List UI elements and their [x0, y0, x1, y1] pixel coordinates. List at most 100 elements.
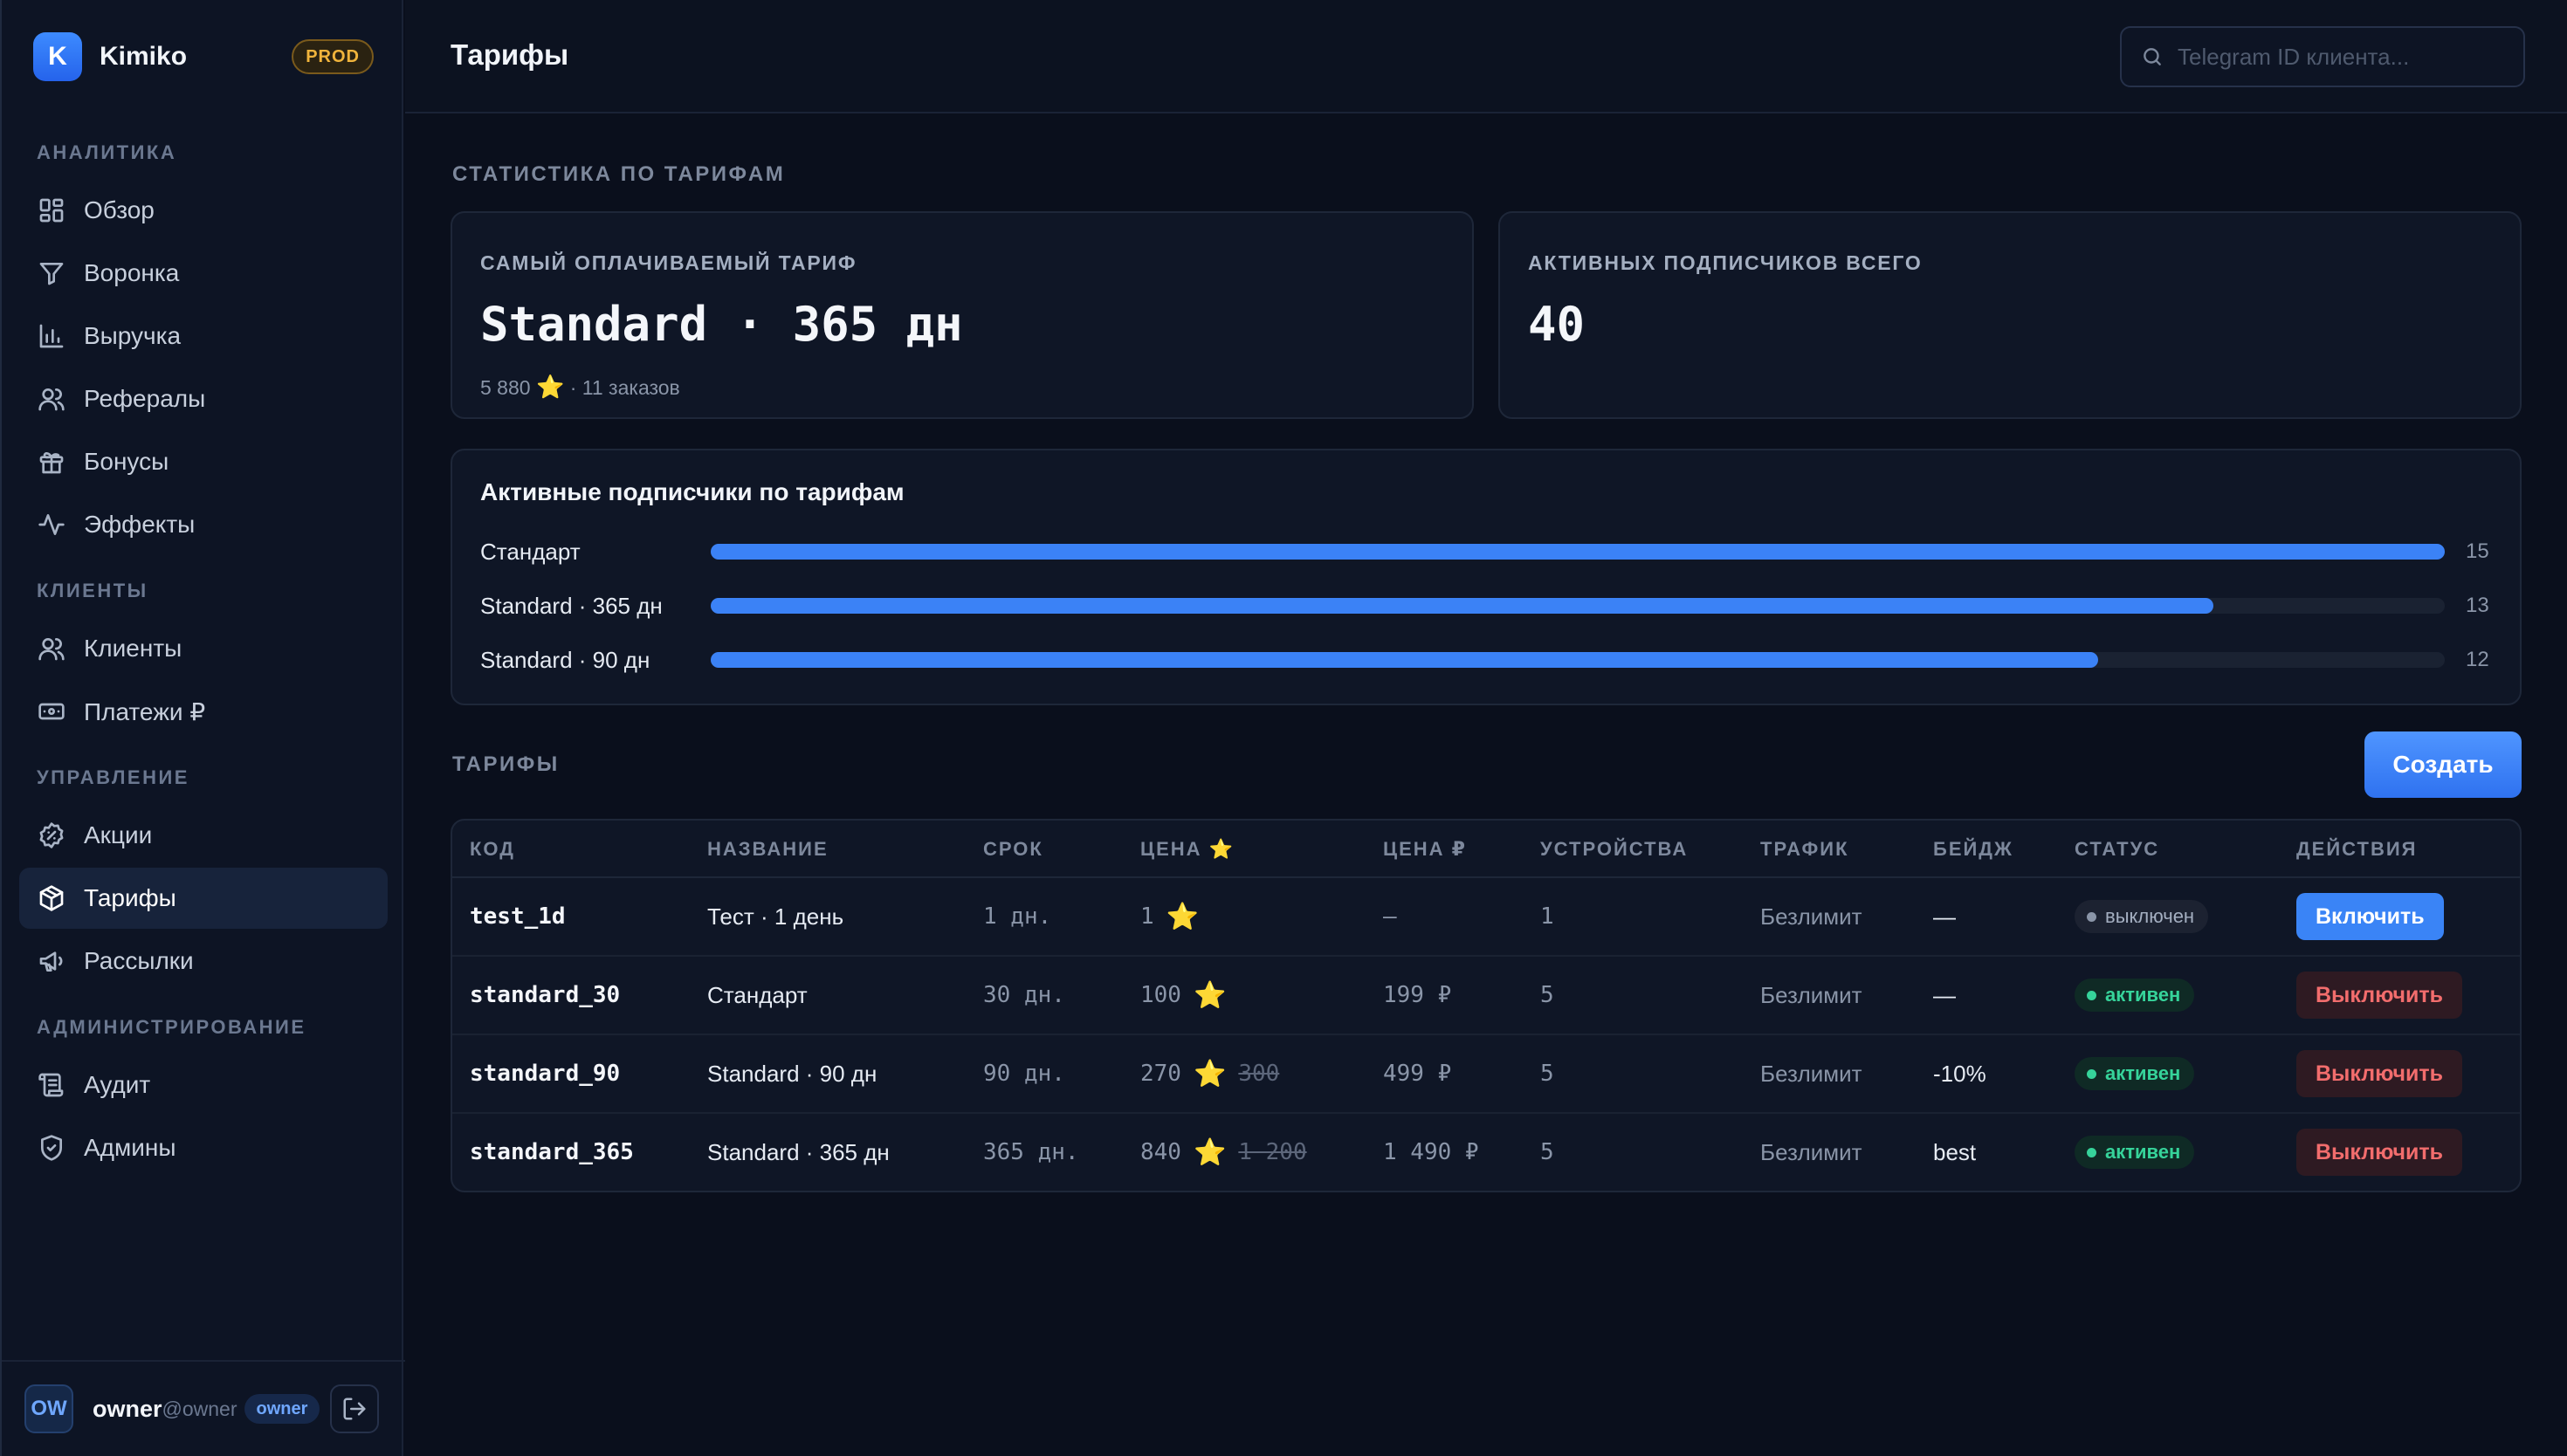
tariff-traffic: Безлимит	[1760, 903, 1862, 930]
actions-cell: Выключить	[2296, 1035, 2462, 1112]
sidebar-item-label: Акции	[84, 821, 153, 848]
sidebar-item-audit[interactable]: Аудит	[19, 1054, 388, 1116]
active-total-card: АКТИВНЫХ ПОДПИСЧИКОВ ВСЕГО 40	[1498, 211, 2522, 419]
star-icon: ⭐	[1193, 1137, 1227, 1168]
top-tariff-card: САМЫЙ ОПЛАЧИВАЕМЫЙ ТАРИФ Standard · 365 …	[451, 211, 1474, 419]
old-price: 300	[1238, 1061, 1280, 1087]
search-box[interactable]	[2120, 26, 2525, 87]
enable-button[interactable]: Включить	[2296, 893, 2444, 940]
tariff-price-stars: 270 ⭐ 300	[1140, 1035, 1279, 1112]
tariff-price-rub: 199 ₽	[1383, 982, 1452, 1008]
table-header: КОД НАЗВАНИЕ СРОК ЦЕНА ⭐ ЦЕНА ₽ УСТРОЙСТ…	[452, 821, 2520, 878]
bar-label: Standard · 90 дн	[480, 646, 650, 673]
sidebar-item-tariffs[interactable]: Тарифы	[19, 868, 388, 929]
users-icon	[37, 634, 66, 663]
tariff-term: 90 дн.	[983, 1061, 1065, 1087]
column-header[interactable]: БЕЙДЖ	[1933, 838, 2013, 860]
sidebar-item-referrals[interactable]: Рефералы	[19, 368, 388, 429]
bar-row: Standard · 90 дн 12	[480, 642, 2523, 677]
tariffs-section-title: ТАРИФЫ	[452, 752, 560, 776]
sidebar-item-clients[interactable]: Клиенты	[19, 618, 388, 679]
column-header[interactable]: СТАТУС	[2075, 838, 2160, 860]
nav-section-management: УПРАВЛЕНИЕ	[37, 766, 189, 788]
tariff-devices: 5	[1540, 1061, 1554, 1087]
table-row[interactable]: standard_90 Standard · 90 дн 90 дн. 270 …	[452, 1035, 2520, 1114]
sidebar-item-bonuses[interactable]: Бонусы	[19, 431, 388, 492]
bar-value: 13	[2466, 594, 2489, 617]
top-tariff-label: САМЫЙ ОПЛАЧИВАЕМЫЙ ТАРИФ	[480, 251, 857, 274]
bar-value: 15	[2466, 539, 2489, 563]
tariff-price-stars: 1 ⭐	[1140, 878, 1199, 955]
table-row[interactable]: standard_365 Standard · 365 дн 365 дн. 8…	[452, 1114, 2520, 1191]
tariff-name: Standard · 90 дн	[707, 1060, 877, 1087]
disable-button[interactable]: Выключить	[2296, 972, 2462, 1019]
logout-button[interactable]	[330, 1384, 379, 1433]
sidebar-item-mailings[interactable]: Рассылки	[19, 931, 388, 992]
column-header[interactable]: ДЕЙСТВИЯ	[2296, 838, 2418, 860]
tariff-name: Standard · 365 дн	[707, 1138, 890, 1165]
top-tariff-orders: · 11 заказов	[569, 376, 680, 399]
star-icon: ⭐	[1193, 979, 1227, 1011]
old-price: 1 200	[1238, 1139, 1307, 1165]
active-total-label: АКТИВНЫХ ПОДПИСЧИКОВ ВСЕГО	[1528, 251, 1923, 274]
bar-fill	[711, 652, 2098, 668]
status-text: активен	[2105, 1062, 2181, 1084]
status-badge: активен	[2075, 979, 2195, 1012]
bar-track	[711, 652, 2445, 668]
table-row[interactable]: standard_30 Стандарт 30 дн. 100 ⭐ 199 ₽ …	[452, 957, 2520, 1035]
stats-section-title: СТАТИСТИКА ПО ТАРИФАМ	[452, 162, 786, 186]
sidebar-item-revenue[interactable]: Выручка	[19, 306, 388, 367]
sidebar-item-label: Рассылки	[84, 947, 194, 974]
search-icon	[2144, 48, 2161, 65]
page-title: Тарифы	[451, 38, 569, 71]
megaphone-icon	[37, 946, 66, 976]
status-cell: выключен	[2075, 878, 2209, 955]
star-icon: ⭐	[1166, 901, 1200, 932]
nav-section-analytics: АНАЛИТИКА	[37, 141, 177, 163]
grid-icon	[37, 196, 66, 225]
column-header[interactable]: ТРАФИК	[1760, 838, 1849, 860]
column-header[interactable]: ЦЕНА ⭐	[1140, 838, 1235, 860]
badge-percent-icon	[37, 821, 66, 850]
topbar: Тарифы	[405, 0, 2567, 113]
sidebar-item-label: Выручка	[84, 322, 182, 349]
brand[interactable]: K Kimiko PROD	[33, 31, 374, 82]
sidebar-item-label: Тарифы	[84, 884, 176, 911]
column-header[interactable]: ЦЕНА ₽	[1383, 838, 1467, 860]
sidebar-item-promotions[interactable]: Акции	[19, 805, 388, 866]
sidebar-item-label: Эффекты	[84, 511, 196, 538]
sidebar-item-payments[interactable]: Платежи ₽	[19, 681, 388, 742]
disable-button[interactable]: Выключить	[2296, 1050, 2462, 1097]
tariff-badge: best	[1933, 1138, 1977, 1165]
table-row[interactable]: test_1d Тест · 1 день 1 дн. 1 ⭐ — 1 Безл…	[452, 878, 2520, 957]
disable-button[interactable]: Выключить	[2296, 1129, 2462, 1176]
avatar[interactable]: OW	[24, 1384, 73, 1433]
sidebar-item-funnel[interactable]: Воронка	[19, 243, 388, 304]
tariff-name: Тест · 1 день	[707, 903, 844, 930]
bar-row: Standard · 365 дн 13	[480, 588, 2523, 623]
sidebar-item-effects[interactable]: Эффекты	[19, 494, 388, 555]
bar-fill	[711, 544, 2445, 560]
tariff-traffic: Безлимит	[1760, 981, 1862, 1008]
column-header[interactable]: НАЗВАНИЕ	[707, 838, 829, 860]
app-logo: K	[33, 32, 82, 81]
tariff-price-rub: 499 ₽	[1383, 1061, 1452, 1087]
env-badge: PROD	[292, 39, 374, 74]
subscribers-by-tariff-title: Активные подписчики по тарифам	[480, 478, 905, 505]
package-icon	[37, 883, 66, 913]
sidebar-item-overview[interactable]: Обзор	[19, 180, 388, 241]
tariff-code: standard_90	[470, 1061, 621, 1087]
tariff-name: Стандарт	[707, 981, 808, 1008]
status-badge: активен	[2075, 1136, 2195, 1169]
price-stars-value: 1	[1140, 903, 1154, 930]
tariff-devices: 1	[1540, 903, 1554, 930]
column-header[interactable]: КОД	[470, 838, 515, 860]
status-text: выключен	[2105, 905, 2195, 927]
create-tariff-button[interactable]: Создать	[2364, 731, 2522, 798]
column-header[interactable]: СРОК	[983, 838, 1043, 860]
sidebar-item-admins[interactable]: Админы	[19, 1117, 388, 1178]
tariff-price-stars: 840 ⭐ 1 200	[1140, 1114, 1307, 1191]
tariff-code: standard_365	[470, 1139, 634, 1165]
column-header[interactable]: УСТРОЙСТВА	[1540, 838, 1689, 860]
search-input[interactable]	[2178, 43, 2509, 71]
